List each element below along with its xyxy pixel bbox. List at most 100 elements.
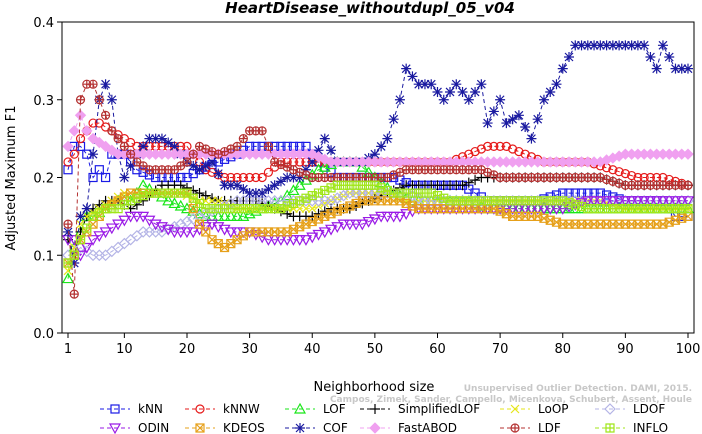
data-point-cof [564, 51, 575, 62]
data-point-odin [118, 215, 131, 227]
data-point-odin [613, 196, 626, 208]
data-point-lof [224, 210, 237, 221]
x-tick-label: 100 [676, 342, 701, 357]
data-point-loop [63, 266, 73, 276]
data-point-odin [362, 216, 375, 228]
data-point-cof [407, 71, 418, 82]
data-point-odin [650, 196, 663, 208]
data-point-cof [620, 40, 631, 51]
data-point-cof [457, 86, 468, 97]
data-point-cof [275, 176, 286, 187]
data-point-ldof [74, 241, 87, 254]
data-point-odin [337, 219, 350, 231]
data-point-cof [463, 94, 474, 105]
data-point-cof [188, 160, 199, 171]
data-point-odin [168, 227, 181, 239]
data-point-ldf [113, 134, 123, 144]
data-point-odin [675, 196, 688, 208]
x-tick-label: 40 [304, 342, 321, 357]
data-point-lof [281, 189, 294, 201]
data-point-cof [119, 172, 130, 183]
data-point-cof [69, 258, 80, 269]
data-point-odin [594, 196, 607, 208]
watermark-line-2: Campos, Zimek, Sander, Campello, Micenko… [330, 395, 692, 405]
x-tick-label: 90 [617, 342, 634, 357]
data-point-odin [356, 219, 369, 231]
data-point-odin [174, 227, 187, 239]
data-point-odin [130, 211, 143, 223]
data-point-knn [94, 165, 104, 175]
x-tick-label: 70 [492, 342, 509, 357]
legend-item-knn: kNN [100, 402, 163, 416]
data-point-ldf [188, 149, 198, 159]
data-point-cof [282, 172, 293, 183]
data-point-odin [656, 196, 669, 208]
data-point-ldof [181, 215, 193, 228]
data-point-knnw [476, 144, 486, 154]
legend-item-ldof: LDOF [595, 402, 665, 416]
data-point-cof [545, 86, 556, 97]
data-point-cof [501, 118, 512, 129]
data-point-odin [187, 227, 200, 239]
data-point-cof [419, 79, 430, 90]
data-point-odin [368, 214, 381, 226]
legend-marker-lof [293, 402, 307, 414]
data-point-odin [343, 219, 356, 231]
x-tick-label: 50 [367, 342, 384, 357]
data-point-loop [301, 204, 311, 214]
legend-label-knn: kNN [138, 402, 163, 416]
data-point-lof [61, 272, 75, 284]
data-point-cof [570, 40, 581, 51]
y-axis-label: Adjusted Maximum F1 [4, 106, 19, 251]
x-tick-label: 10 [116, 342, 133, 357]
data-point-cof [382, 133, 393, 144]
data-point-ldf [119, 141, 129, 151]
data-point-cof [551, 79, 562, 90]
data-point-odin [331, 222, 344, 233]
y-tick-label: 0.1 [33, 249, 54, 264]
data-point-cof [75, 211, 86, 222]
data-point-cof [639, 40, 650, 51]
data-point-cof [651, 63, 662, 74]
data-point-knnw [69, 149, 79, 159]
data-point-ldf [100, 110, 111, 120]
legend-item-knnw: kNNW [185, 402, 260, 416]
data-point-knn [570, 188, 580, 198]
legend-label-cof: COF [323, 421, 348, 434]
data-point-cof [288, 172, 299, 183]
data-point-cof [194, 164, 205, 175]
data-point-cof [513, 110, 524, 121]
data-point-ldf [107, 126, 117, 136]
data-point-cof [476, 79, 487, 90]
data-point-knnw [238, 172, 248, 183]
x-tick-label: 80 [554, 342, 571, 357]
data-point-ldof [337, 189, 350, 202]
legend-marker-fastabod [369, 422, 381, 434]
data-point-cof [451, 79, 462, 90]
legend-item-ldf: LDF [500, 421, 561, 434]
data-point-ldf [257, 126, 267, 136]
data-point-ldf [238, 134, 248, 144]
data-point-knnw [614, 167, 624, 177]
legend-item-lof: LOF [285, 402, 346, 416]
data-point-knnw [263, 167, 274, 177]
data-point-lof [168, 197, 181, 209]
legend-item-cof: COF [285, 421, 348, 434]
y-tick-label: 0.3 [33, 94, 54, 109]
data-point-odin [137, 211, 150, 223]
data-point-odin [581, 196, 594, 208]
data-point-cof [88, 149, 99, 160]
data-point-inflo [69, 250, 79, 260]
data-point-cof [495, 94, 506, 105]
data-point-ldf [75, 95, 86, 105]
legend-marker-knn [110, 404, 120, 414]
data-point-cof [106, 94, 117, 105]
data-point-fastabod [62, 140, 74, 153]
data-point-odin [87, 235, 100, 246]
legend: kNN kNNW LOF SimplifiedLOF LoOP LDOF ODIN KDEOS… [100, 402, 668, 434]
data-point-cof [432, 86, 443, 97]
data-point-ldf [683, 180, 693, 190]
legend-item-loop: LoOP [500, 402, 569, 416]
data-point-cof [438, 94, 449, 105]
